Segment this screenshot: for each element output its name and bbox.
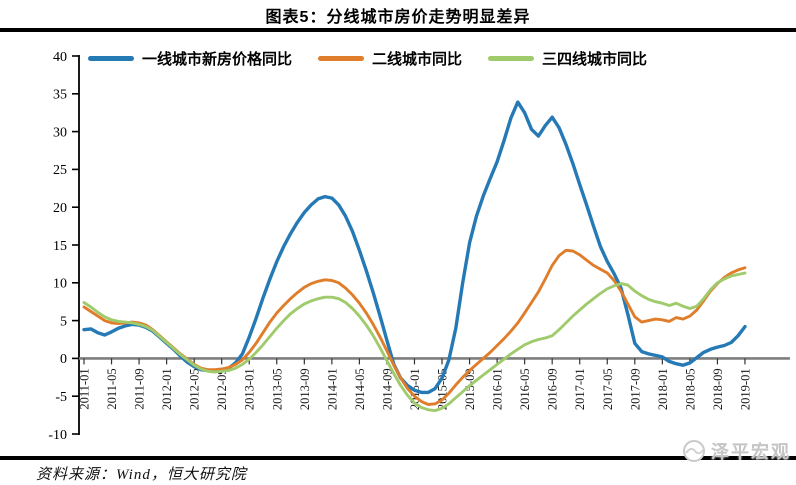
x-axis-tick-label: 2016-01: [491, 368, 505, 410]
legend-label: 三四线城市同比: [542, 51, 648, 68]
legend-swatch-icon: [318, 56, 365, 61]
legend-item-1: 一线城市新房价格同比: [88, 48, 292, 69]
legend-item-3: 三四线城市同比: [488, 48, 647, 69]
x-axis-tick-label: 2011-05: [105, 368, 119, 409]
x-axis-tick-label: 2017-05: [601, 368, 615, 410]
chart-area: 40 35 30 25 20 15 10 5 0 -5 -10 2011-01 2011-05 2011-…: [0, 32, 796, 456]
legend-item-2: 二线城市同比: [318, 48, 462, 69]
y-axis-tick-label: -10: [48, 428, 67, 443]
legend-swatch-icon: [88, 56, 134, 61]
x-axis-tick-label: 2018-09: [711, 368, 725, 410]
line-chart: 40 35 30 25 20 15 10 5 0 -5 -10 2011-01 2011-05 2011-…: [48, 50, 790, 443]
source-note: 资料来源：Wind，恒大研究院: [36, 467, 247, 483]
x-axis-tick-label: 2017-09: [628, 368, 642, 410]
x-axis-tick-label: 2015-09: [463, 368, 477, 410]
x-axis-tick-label: 2013-05: [270, 368, 284, 410]
y-axis-tick-label: 15: [53, 239, 67, 254]
y-axis-tick-label: 0: [60, 352, 67, 367]
y-axis-tick-label: 35: [53, 88, 67, 103]
x-axis-tick-label: 2015-05: [436, 368, 450, 410]
watermark: 泽平宏观: [682, 438, 791, 464]
chart-title: 图表5：分线城市房价走势明显差异: [265, 9, 531, 26]
x-axis-tick-label: 2011-09: [133, 368, 147, 409]
x-axis-tick-label: 2014-09: [380, 368, 394, 410]
y-axis-tick-label: 40: [53, 50, 67, 65]
legend-label: 一线城市新房价格同比: [142, 51, 293, 68]
x-axis-tick-label: 2012-05: [188, 368, 202, 410]
x-axis-tick-label: 2018-01: [656, 368, 670, 410]
top-divider-rule: [0, 28, 796, 32]
x-axis-tick-label: 2013-09: [298, 368, 312, 410]
y-axis-tick-label: -5: [55, 390, 67, 405]
x-axis-tick-label: 2018-05: [683, 368, 697, 410]
y-axis-tick-label: 5: [60, 314, 67, 329]
x-axis-tick-label: 2016-09: [546, 368, 560, 410]
y-axis-tick-label: 10: [53, 277, 67, 292]
x-axis-tick-label: 2013-01: [243, 368, 257, 410]
series-line-3: [82, 271, 747, 413]
chart-legend: 一线城市新房价格同比 二线城市同比 三四线城市同比: [88, 48, 647, 69]
zeping-logo-icon: [683, 440, 705, 462]
y-axis-tick-label: 20: [53, 201, 67, 216]
y-axis-tick-label: 30: [53, 125, 67, 140]
x-axis-tick-label: 2019-01: [738, 368, 752, 410]
bottom-divider-rule: [0, 456, 796, 460]
legend-label: 二线城市同比: [372, 51, 463, 68]
legend-swatch-icon: [488, 56, 535, 61]
watermark-text: 泽平宏观: [711, 442, 791, 462]
x-axis-tick-label: 2014-01: [325, 368, 339, 410]
x-axis-tick-label: 2011-01: [78, 368, 92, 409]
x-axis-tick-label: 2017-01: [573, 368, 587, 410]
x-axis-tick-label: 2012-09: [215, 368, 229, 410]
x-axis-tick-label: 2016-05: [518, 368, 532, 410]
y-axis-tick-label: 25: [53, 163, 67, 178]
x-axis-tick-label: 2012-01: [160, 368, 174, 410]
x-axis-tick-label: 2014-05: [353, 368, 367, 410]
series-line-1: [82, 100, 747, 395]
